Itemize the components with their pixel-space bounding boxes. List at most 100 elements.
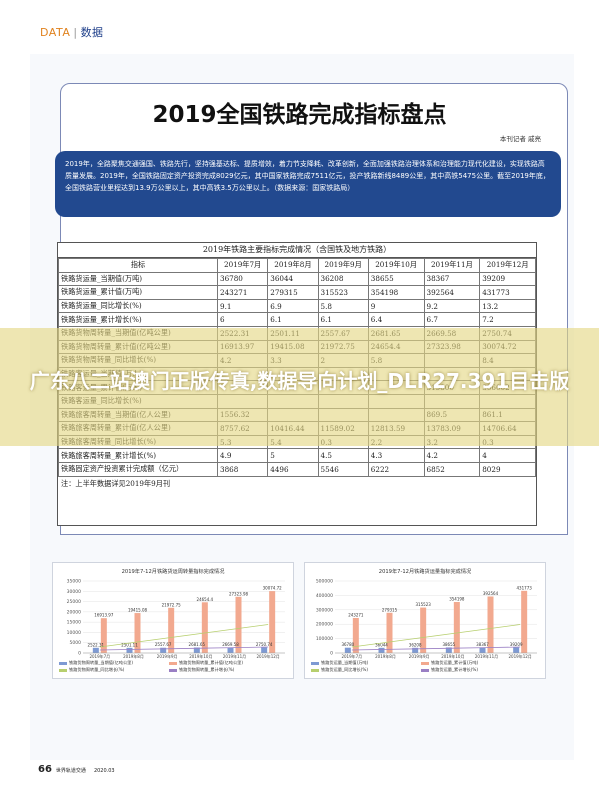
x-tick-label: 2019年11月 — [223, 653, 246, 659]
bar-data-label: 36044 — [375, 642, 388, 647]
bar-cumulative — [453, 601, 460, 653]
table-note: 注：上半年数据详见2019年9月刊 — [61, 478, 171, 488]
table-header-cell: 2019年10月 — [367, 258, 425, 273]
y-tick-label: 20000 — [67, 609, 81, 615]
legend-item: 铁路货运量_累计值(万吨) — [421, 659, 531, 666]
table-cell: 431773 — [479, 285, 536, 300]
y-tick-label: 5000 — [70, 640, 82, 646]
bar-cumulative — [420, 607, 427, 653]
bar-cumulative — [201, 602, 208, 653]
table-cell: 279315 — [267, 285, 319, 300]
growth-line-cumulative — [351, 646, 521, 651]
row-label: 铁路固定资产投资累计完成额（亿元） — [58, 461, 218, 477]
table-cell: 315523 — [317, 285, 369, 300]
legend-label: 铁路货物周转量_当期值(亿吨公里) — [69, 660, 133, 665]
table-cell: 5 — [267, 448, 319, 463]
table-header-cell: 2019年7月 — [216, 258, 269, 273]
section-label: 数据 — [80, 26, 104, 39]
legend-label: 铁路货物周转量_累计值(亿吨公里) — [179, 660, 243, 665]
x-tick-label: 2019年8月 — [375, 653, 396, 659]
bar-current — [479, 647, 486, 653]
bar-data-label: 30074.72 — [263, 586, 283, 591]
bar-data-label: 38655 — [442, 642, 455, 647]
table-cell: 4.5 — [317, 448, 369, 463]
legend-label: 铁路货物周转量_累计增长(%) — [179, 667, 235, 672]
table-header-cell: 2019年11月 — [423, 258, 481, 273]
table-header-cell: 2019年12月 — [479, 258, 536, 273]
table-cell: 7.2 — [479, 312, 536, 327]
legend-item: 铁路货运量_当期值(万吨) — [311, 659, 421, 666]
table-row: 铁路旅客周转量_累计增长(%) 4.9 5 4.5 4.3 4.2 4 — [58, 448, 536, 463]
table-header-cell: 指标 — [58, 258, 218, 273]
table-cell: 36044 — [267, 271, 319, 287]
table-cell: 38367 — [423, 271, 481, 287]
bar-cumulative — [269, 591, 276, 653]
x-tick-label: 2019年9月 — [409, 653, 430, 659]
y-tick-label: 30000 — [67, 589, 81, 595]
table-cell: 6.1 — [317, 312, 369, 327]
table-header-cell: 2019年9月 — [317, 258, 369, 273]
bar-data-label: 39209 — [510, 642, 523, 647]
table-cell: 5546 — [317, 461, 369, 477]
legend-item: 铁路货物周转量_当期值(亿吨公里) — [59, 659, 169, 666]
table-header-cell: 2019年8月 — [267, 258, 319, 273]
legend-swatch — [421, 668, 429, 672]
x-tick-label: 2019年8月 — [123, 653, 144, 659]
table-cell: 392564 — [423, 285, 481, 300]
legend-swatch — [311, 668, 319, 672]
table-cell: 4.2 — [423, 448, 481, 463]
legend-item: 铁路货运量_同比增长(%) — [311, 666, 421, 673]
table-cell: 39209 — [479, 271, 536, 287]
bar-current — [227, 647, 234, 653]
table-cell: 6.7 — [423, 312, 481, 327]
legend-swatch — [311, 661, 319, 665]
x-tick-label: 2019年10月 — [441, 653, 464, 659]
bar-data-label: 2557.67 — [155, 642, 172, 647]
y-tick-label: 15000 — [67, 620, 81, 626]
bar-data-label: 2522.31 — [88, 642, 105, 647]
table-cell: 9.1 — [216, 298, 269, 314]
row-label: 铁路货运量_累计值(万吨) — [58, 285, 218, 300]
article-title: 2019全国铁路完成指标盘点 — [152, 102, 447, 128]
table-row: 铁路货运量_累计增长(%) 6 6.1 6.1 6.4 6.7 7.2 — [58, 312, 536, 327]
chart-title: 2019年7-12月铁路货运量指标完成情况 — [378, 569, 472, 575]
table-cell: 36780 — [216, 271, 269, 287]
table-cell: 9 — [367, 298, 425, 314]
legend-label: 铁路货物周转量_同比增长(%) — [69, 667, 125, 672]
growth-line-yoy — [99, 624, 269, 648]
bar-data-label: 24654.4 — [197, 597, 214, 602]
legend-swatch — [59, 668, 67, 672]
article-intro: 2019年，全路聚焦交通强国、铁路先行，坚持强基达标、提质增效，着力节支降耗、改… — [55, 151, 561, 217]
bar-data-label: 392564 — [483, 591, 499, 596]
magazine-name: 世界轨道交通 — [55, 768, 86, 774]
bar-data-label: 16913.97 — [94, 613, 114, 618]
x-tick-label: 2019年10月 — [189, 653, 212, 659]
legend-label: 铁路货运量_累计值(万吨) — [431, 660, 479, 665]
legend-swatch — [169, 668, 177, 672]
legend-label: 铁路货运量_同比增长(%) — [321, 667, 369, 672]
y-tick-label: 25000 — [67, 599, 81, 605]
table-cell: 6.9 — [267, 298, 319, 314]
bar-data-label: 36208 — [409, 642, 422, 647]
bar-current — [92, 647, 99, 653]
bar-data-label: 21972.75 — [162, 602, 182, 607]
chart-title: 2019年7-12月铁路货运周转量指标完成情况 — [121, 569, 225, 575]
overlay-banner — [0, 328, 599, 446]
x-tick-label: 2019年11月 — [475, 653, 498, 659]
bar-current — [193, 647, 200, 653]
row-label: 铁路货运量_当期值(万吨) — [58, 271, 218, 287]
bar-data-label: 2669.58 — [222, 642, 239, 647]
bar-cumulative — [134, 613, 141, 653]
table-cell: 38655 — [367, 271, 425, 287]
bar-cumulative — [352, 617, 359, 653]
y-tick-label: 300000 — [316, 607, 333, 613]
growth-line-yoy — [351, 624, 521, 648]
row-label: 铁路旅客周转量_累计增长(%) — [58, 448, 218, 463]
table-caption: 2019年铁路主要指标完成情况（含国铁及地方铁路） — [58, 243, 536, 258]
table-row: 铁路货运量_累计值(万吨) 243271 279315 315523 354198 392… — [58, 285, 536, 300]
bar-data-label: 431773 — [517, 585, 533, 590]
table-cell: 6.1 — [267, 312, 319, 327]
table-cell: 4 — [479, 448, 536, 463]
issue-date: 2020.03 — [93, 768, 115, 774]
x-tick-label: 2019年7月 — [89, 653, 110, 659]
